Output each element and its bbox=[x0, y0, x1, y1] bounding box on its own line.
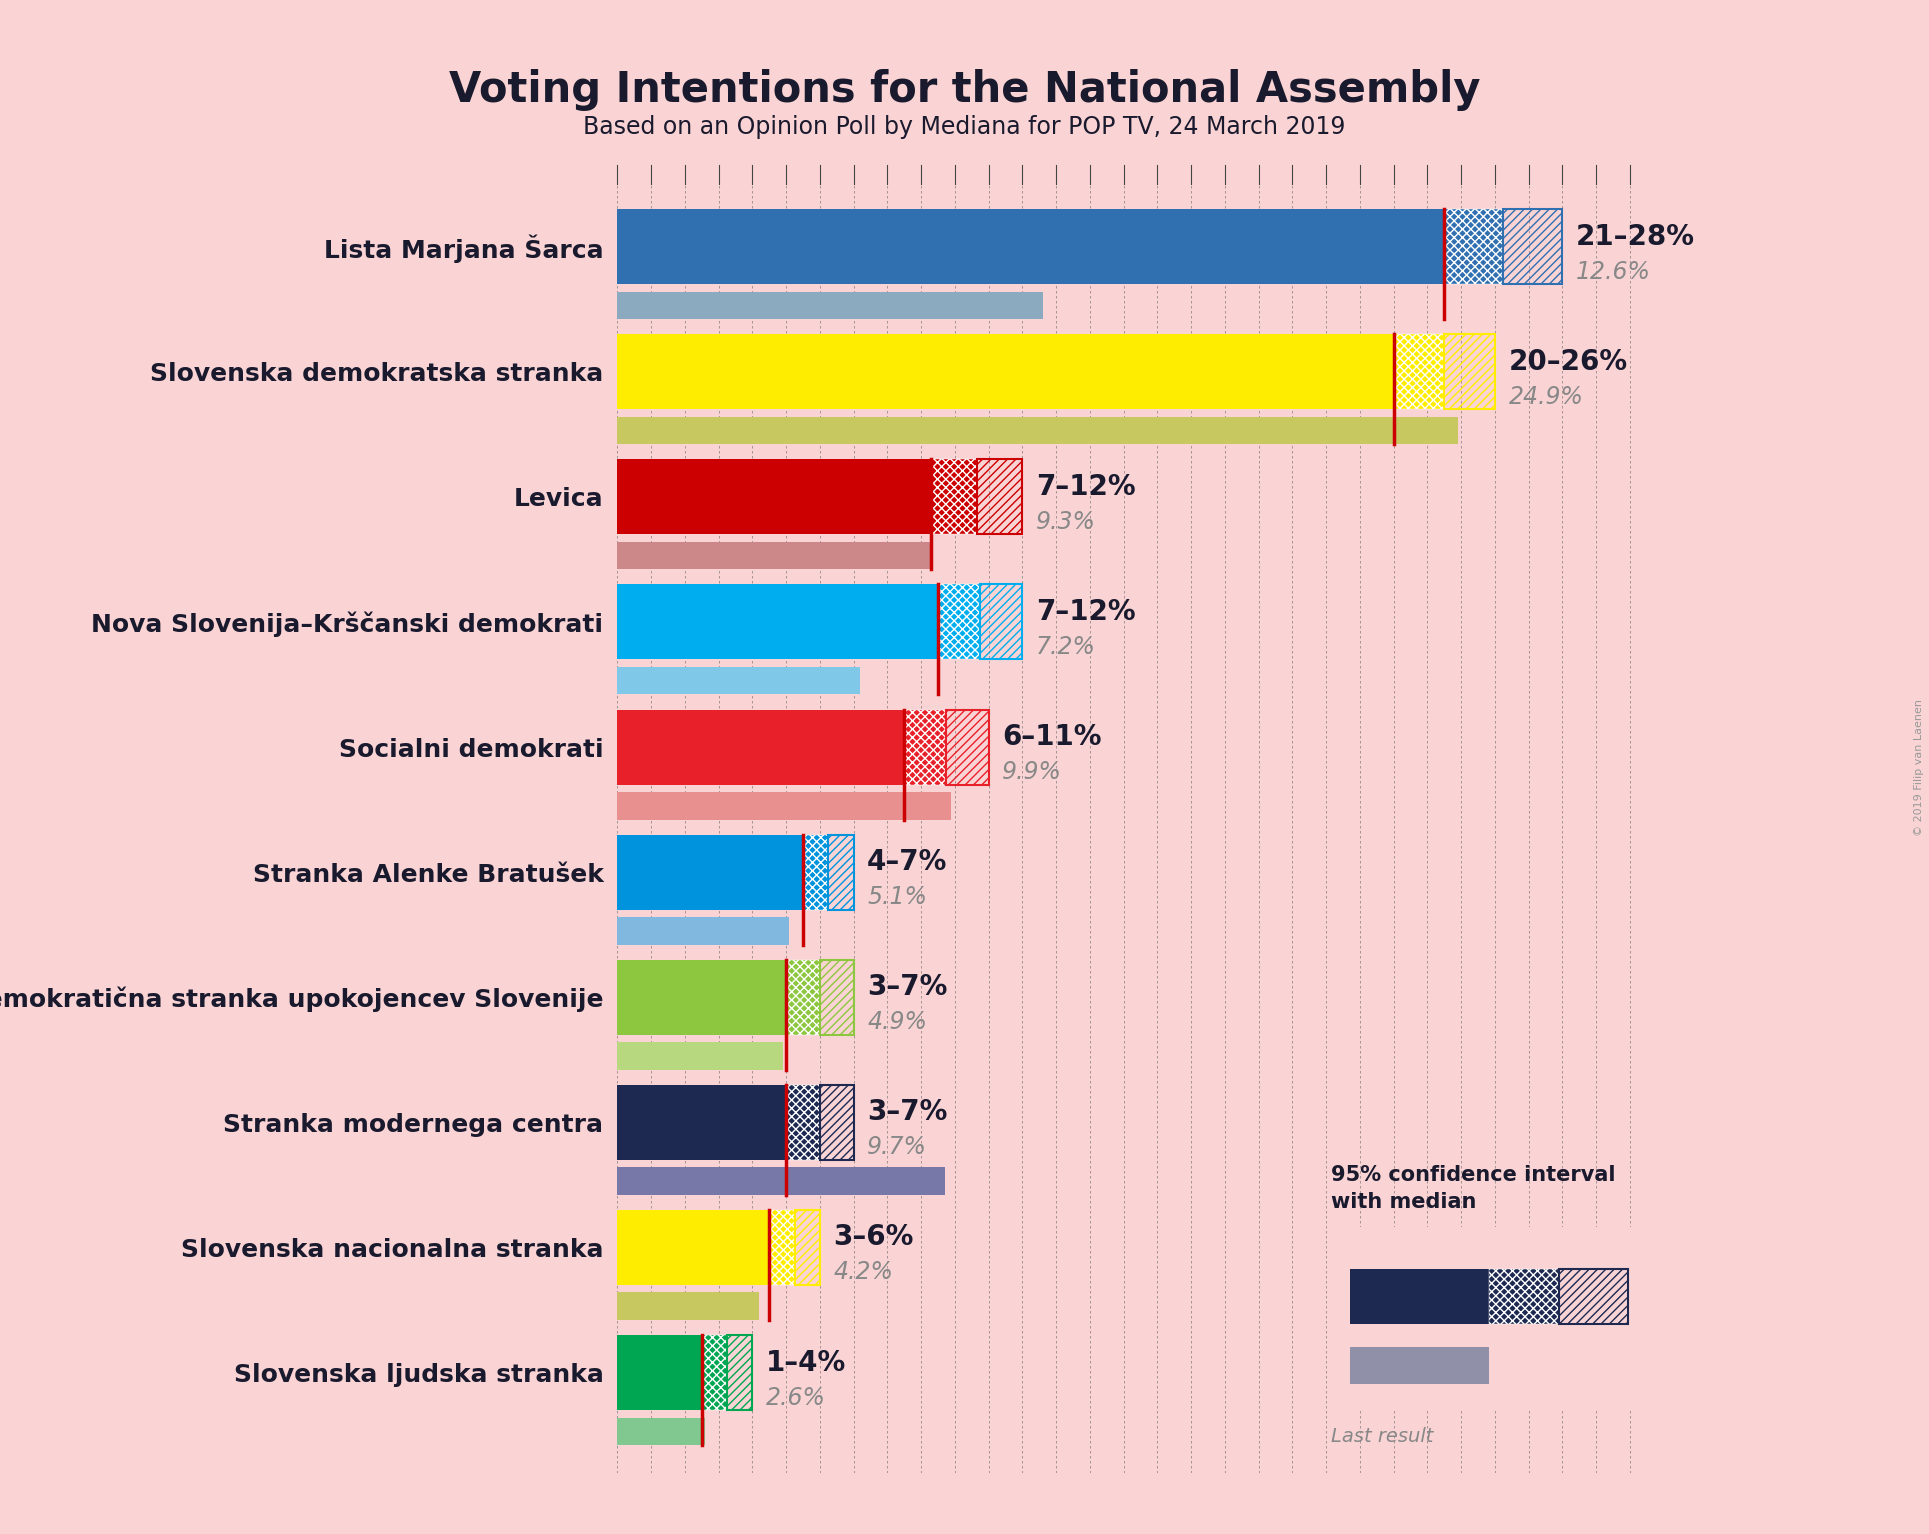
Text: 5.1%: 5.1% bbox=[868, 885, 928, 910]
Text: 4–7%: 4–7% bbox=[868, 848, 947, 876]
Bar bbox=[1445, 209, 1503, 284]
Bar bbox=[1393, 334, 1445, 410]
Bar bbox=[617, 1042, 783, 1069]
Bar bbox=[617, 667, 860, 695]
Bar bbox=[828, 834, 853, 910]
Text: 3–6%: 3–6% bbox=[833, 1224, 914, 1252]
Bar bbox=[820, 960, 855, 1035]
Text: Last result: Last result bbox=[1331, 1427, 1433, 1445]
Bar bbox=[802, 834, 828, 910]
Bar bbox=[820, 1085, 855, 1160]
Bar bbox=[1503, 209, 1562, 284]
Text: © 2019 Filip van Laenen: © 2019 Filip van Laenen bbox=[1914, 698, 1925, 836]
Bar bbox=[820, 960, 855, 1035]
Bar bbox=[617, 542, 932, 569]
Bar bbox=[1559, 1269, 1628, 1324]
Bar bbox=[787, 1085, 820, 1160]
Bar bbox=[1445, 334, 1495, 410]
Bar bbox=[1445, 334, 1495, 410]
Bar bbox=[795, 1210, 820, 1285]
Bar bbox=[617, 1085, 820, 1160]
Bar bbox=[976, 459, 1022, 534]
Bar bbox=[795, 1210, 820, 1285]
Text: 9.7%: 9.7% bbox=[868, 1135, 928, 1160]
Bar bbox=[828, 834, 853, 910]
Bar bbox=[1350, 1269, 1489, 1324]
Bar bbox=[617, 334, 1445, 410]
Bar bbox=[1559, 1269, 1628, 1324]
Text: 3–7%: 3–7% bbox=[868, 1098, 947, 1126]
Text: 7–12%: 7–12% bbox=[1036, 472, 1136, 500]
Bar bbox=[617, 792, 951, 819]
Text: 9.3%: 9.3% bbox=[1036, 509, 1096, 534]
Bar bbox=[617, 291, 1044, 319]
Text: 20–26%: 20–26% bbox=[1508, 348, 1628, 376]
Bar bbox=[617, 1167, 945, 1195]
Bar bbox=[787, 960, 820, 1035]
Bar bbox=[702, 1335, 727, 1410]
Text: 3–7%: 3–7% bbox=[868, 973, 947, 1002]
Bar bbox=[947, 710, 990, 784]
Text: 95% confidence interval
with median: 95% confidence interval with median bbox=[1331, 1166, 1615, 1212]
Text: 24.9%: 24.9% bbox=[1508, 385, 1584, 408]
Bar bbox=[617, 1417, 706, 1445]
Bar bbox=[617, 209, 1503, 284]
Bar bbox=[1350, 1347, 1489, 1384]
Text: 1–4%: 1–4% bbox=[766, 1348, 847, 1376]
Text: 12.6%: 12.6% bbox=[1576, 259, 1651, 284]
Bar bbox=[947, 710, 990, 784]
Bar bbox=[617, 1335, 727, 1410]
Bar bbox=[617, 917, 789, 945]
Text: Voting Intentions for the National Assembly: Voting Intentions for the National Assem… bbox=[449, 69, 1480, 110]
Text: 2.6%: 2.6% bbox=[766, 1385, 826, 1410]
Text: 21–28%: 21–28% bbox=[1576, 222, 1696, 250]
Bar bbox=[905, 710, 947, 784]
Text: 7.2%: 7.2% bbox=[1036, 635, 1096, 660]
Bar bbox=[617, 1293, 760, 1321]
Text: 7–12%: 7–12% bbox=[1036, 598, 1136, 626]
Bar bbox=[980, 584, 1022, 660]
Bar bbox=[976, 459, 1022, 534]
Bar bbox=[617, 834, 828, 910]
Text: Based on an Opinion Poll by Mediana for POP TV, 24 March 2019: Based on an Opinion Poll by Mediana for … bbox=[583, 115, 1346, 140]
Bar bbox=[617, 1210, 795, 1285]
Bar bbox=[1503, 209, 1562, 284]
Bar bbox=[1489, 1269, 1559, 1324]
Bar bbox=[617, 960, 820, 1035]
Bar bbox=[937, 584, 980, 660]
Bar bbox=[932, 459, 976, 534]
Text: 6–11%: 6–11% bbox=[1003, 723, 1101, 752]
Text: 4.9%: 4.9% bbox=[868, 1011, 928, 1034]
Bar bbox=[727, 1335, 752, 1410]
Bar bbox=[770, 1210, 795, 1285]
Bar bbox=[727, 1335, 752, 1410]
Text: 4.2%: 4.2% bbox=[833, 1261, 893, 1284]
Bar bbox=[617, 584, 980, 660]
Text: 9.9%: 9.9% bbox=[1003, 759, 1063, 784]
Bar bbox=[820, 1085, 855, 1160]
Bar bbox=[617, 417, 1458, 445]
Bar bbox=[617, 710, 947, 784]
Bar bbox=[980, 584, 1022, 660]
Bar bbox=[617, 459, 976, 534]
